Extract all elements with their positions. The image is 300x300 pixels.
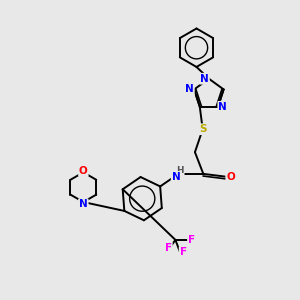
Text: N: N — [218, 102, 227, 112]
Text: N: N — [172, 172, 180, 182]
Text: O: O — [226, 172, 235, 182]
Text: F: F — [165, 243, 172, 253]
Text: O: O — [79, 166, 88, 176]
Text: F: F — [180, 247, 187, 257]
Text: F: F — [188, 235, 195, 245]
Text: N: N — [200, 74, 209, 84]
Text: S: S — [199, 124, 206, 134]
Text: N: N — [79, 199, 88, 209]
Text: H: H — [176, 166, 184, 175]
Text: N: N — [185, 84, 194, 94]
